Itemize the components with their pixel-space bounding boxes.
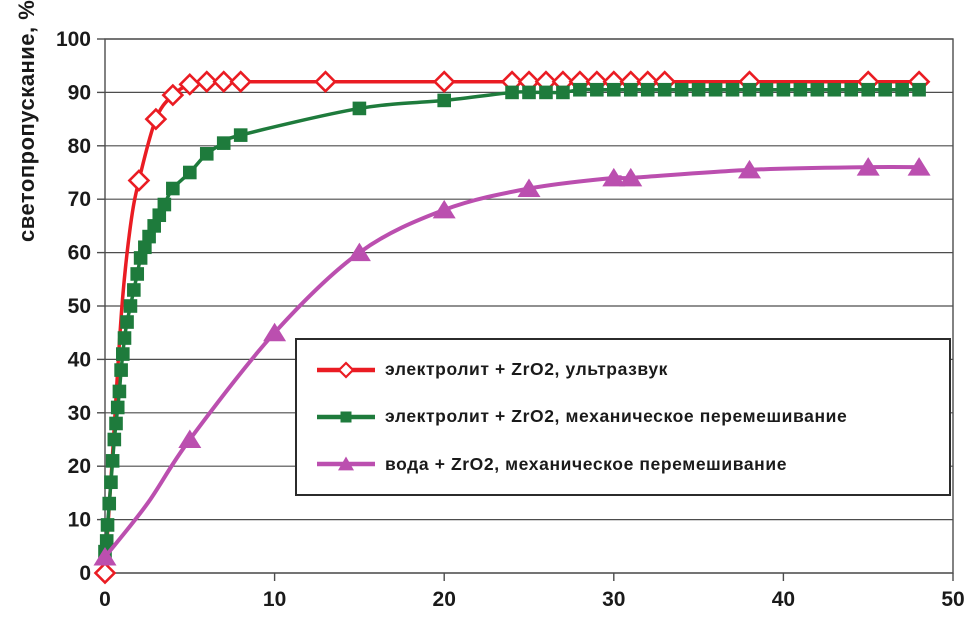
legend-row: электролит + ZrO2, ультразвук [315, 359, 949, 381]
legend-swatch-square-icon [317, 411, 375, 423]
legend-box: электролит + ZrO2, ультразвук электролит… [295, 338, 951, 496]
series-2 [93, 157, 931, 566]
y-tick-label: 0 [79, 562, 91, 585]
y-tick-label: 80 [68, 135, 91, 158]
y-tick-label: 10 [68, 509, 91, 532]
x-tick-label: 0 [99, 588, 111, 611]
y-tick-label: 20 [68, 455, 91, 478]
x-tick-label: 10 [263, 588, 286, 611]
series-1 [98, 82, 926, 559]
legend-swatch-triangle-icon [317, 456, 375, 471]
x-tick-label: 20 [433, 588, 456, 611]
x-tick-label: 50 [941, 588, 964, 611]
y-tick-label: 60 [68, 242, 91, 265]
x-tick-label: 40 [772, 588, 795, 611]
legend-label: вода + ZrO2, механическое перемешивание [385, 453, 788, 474]
y-tick-label: 30 [68, 402, 91, 425]
y-tick-label: 70 [68, 188, 91, 211]
legend-label: электролит + ZrO2, механическое перемеши… [385, 406, 848, 427]
y-tick-label: 40 [68, 348, 91, 371]
legend-label: электролит + ZrO2, ультразвук [385, 359, 669, 380]
y-tick-label: 100 [56, 28, 91, 51]
legend-row: вода + ZrO2, механическое перемешивание [315, 453, 949, 475]
x-tick-label: 30 [602, 588, 625, 611]
y-tick-label: 90 [68, 81, 91, 104]
legend-swatch-diamond-icon [317, 361, 375, 379]
y-axis-title: светопропускание, % [14, 0, 39, 242]
y-tick-label: 50 [68, 295, 91, 318]
legend-row: электролит + ZrO2, механическое перемеши… [315, 406, 949, 428]
